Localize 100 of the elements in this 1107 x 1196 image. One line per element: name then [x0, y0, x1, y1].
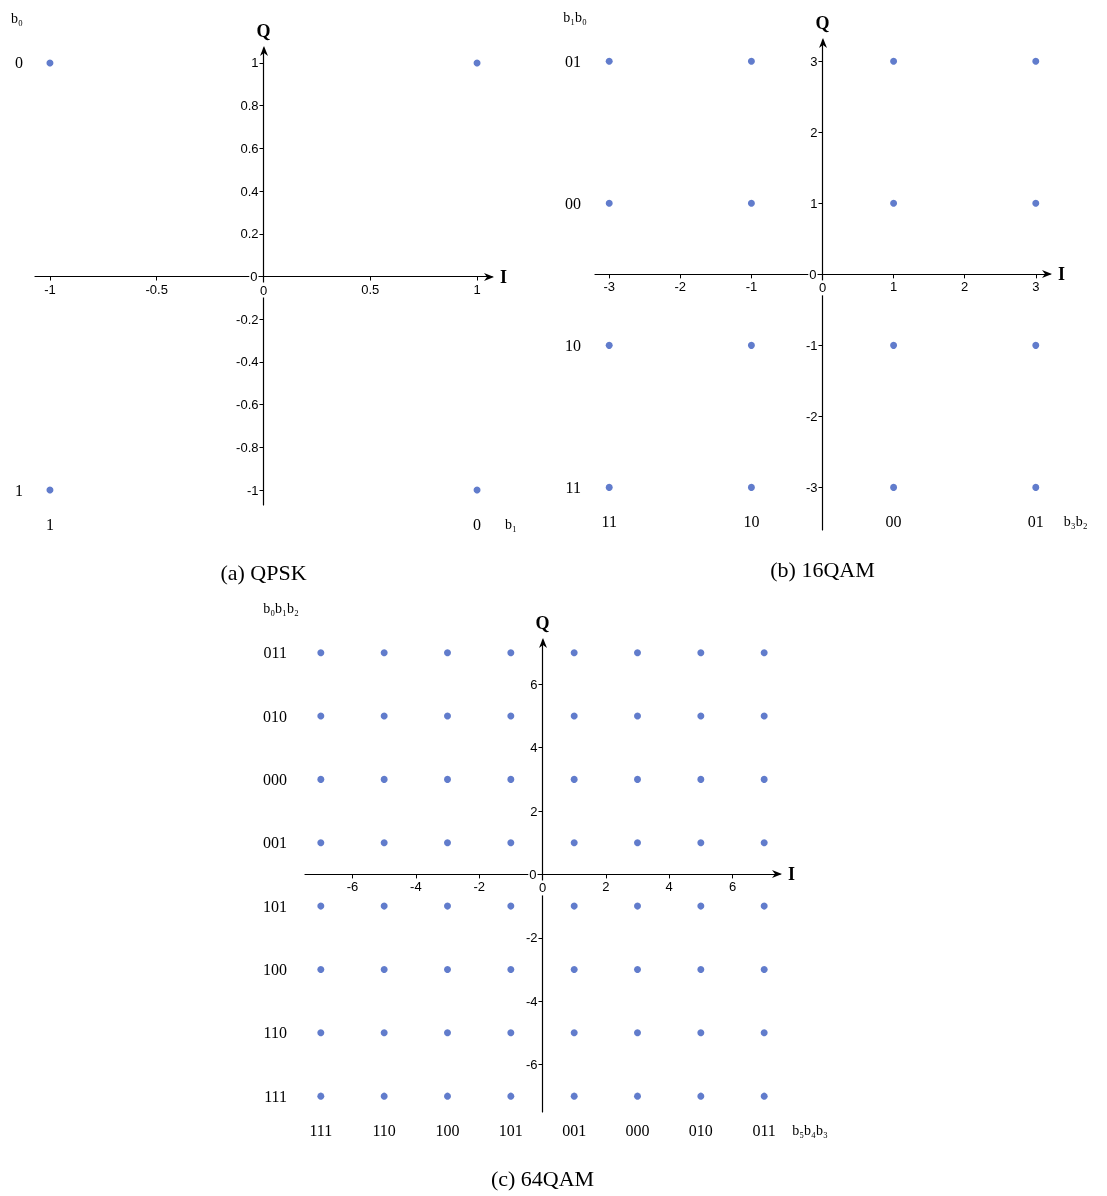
y-tick-label: -4 [525, 993, 538, 1009]
y-tick-label: -0.8 [236, 439, 259, 455]
point [747, 199, 755, 207]
annotation: 00 [885, 512, 902, 530]
text: 010 [263, 707, 287, 725]
y-tick-label: -1 [246, 482, 259, 498]
y-tick-label: -2 [805, 408, 818, 424]
text: 011 [752, 1121, 776, 1139]
y-tick-label: 2 [530, 803, 538, 819]
y-tick-label: 0 [529, 866, 537, 882]
y-tick-label: -0.4 [236, 354, 259, 370]
y-axis-title: Q [256, 21, 271, 41]
text: (c) 64QAM [490, 1165, 595, 1191]
y-tick-label: 0.2 [240, 226, 259, 242]
x-tick-label: -3 [603, 279, 615, 295]
text: 010 [688, 1121, 713, 1139]
text: 0 [15, 54, 23, 72]
text: 110 [263, 1024, 287, 1042]
y-tick-label: 4 [530, 740, 538, 756]
point [747, 341, 755, 349]
x-axis-title: I [788, 864, 796, 885]
y-tick-label: 0 [250, 269, 258, 284]
text: 101 [498, 1121, 523, 1139]
point [1032, 483, 1040, 491]
text: (b) 16QAM [770, 556, 875, 582]
text: 000 [263, 770, 287, 788]
text: 100 [263, 960, 287, 978]
point [890, 483, 898, 491]
x-tick-label: -1 [44, 281, 56, 297]
y-tick-label: 1 [251, 55, 259, 71]
x-tick-label: 2 [602, 879, 610, 895]
x-tick-label: 1 [889, 279, 898, 295]
text: b₃b₂ [1063, 513, 1088, 529]
point [890, 199, 898, 207]
x-tick-label: 0.5 [361, 281, 380, 297]
text: 10 [565, 336, 581, 354]
y-tick-label: -3 [805, 479, 818, 495]
point [747, 57, 755, 65]
x-tick-label: 6 [728, 879, 737, 895]
text: 001 [562, 1121, 587, 1139]
y-tick-label: 0 [809, 266, 817, 282]
y-tick-label: -2 [525, 930, 538, 946]
text: 1 [15, 481, 23, 499]
x-tick-label: -4 [410, 879, 422, 895]
x-tick-label: 2 [961, 279, 969, 295]
x-tick-label: -2 [473, 879, 485, 895]
x-tick-label: 1 [473, 281, 481, 297]
x-tick-label: -0.5 [145, 281, 168, 297]
x-tick-label: 4 [665, 879, 673, 895]
y-tick-label: -6 [525, 1056, 538, 1072]
text: 110 [372, 1121, 396, 1139]
point [605, 483, 613, 491]
y-tick-label: 0.8 [240, 98, 259, 114]
y-tick-label: 0.4 [240, 183, 259, 199]
text: b₁ [505, 516, 517, 532]
y-tick-label: 6 [530, 676, 538, 692]
y-axis-title: Q [535, 613, 550, 633]
text: 000 [625, 1121, 650, 1139]
y-tick-label: -1 [805, 337, 818, 353]
x-tick-label: -2 [674, 279, 687, 295]
y-tick-label: -0.2 [236, 311, 259, 327]
text: 101 [263, 897, 287, 915]
y-tick-label: 2 [810, 124, 818, 140]
text: 011 [263, 644, 287, 662]
point [1032, 199, 1040, 207]
text: 111 [264, 1087, 287, 1105]
text: (a) QPSK [220, 559, 307, 585]
point [605, 341, 613, 349]
point [1032, 341, 1040, 349]
text: b₁b₀ [563, 9, 587, 25]
text: b₅b₄b₃ [792, 1122, 828, 1138]
y-tick-label: 3 [810, 53, 818, 69]
x-axis-title: I [500, 266, 508, 287]
point [890, 57, 898, 65]
text: 001 [263, 834, 287, 852]
text: 0 [473, 515, 482, 533]
x-tick-label: -1 [745, 279, 758, 295]
point [605, 57, 613, 65]
text: b₀b₁b₂ [263, 601, 299, 617]
annotation: 01 [1027, 512, 1044, 530]
point [747, 483, 755, 491]
x-axis-title: I [1058, 264, 1066, 285]
annotation: 10 [743, 512, 760, 530]
point [1032, 57, 1040, 65]
y-tick-label: 0.6 [240, 140, 259, 156]
text: 00 [565, 194, 581, 212]
y-tick-label: -0.6 [236, 397, 259, 413]
text: b₀ [11, 11, 24, 27]
text: 01 [565, 52, 581, 70]
annotation: 11 [601, 512, 617, 530]
point [605, 199, 613, 207]
y-axis-title: Q [815, 13, 830, 33]
text: 100 [435, 1121, 460, 1139]
x-tick-label: -6 [346, 879, 359, 895]
y-tick-label: 1 [810, 195, 818, 211]
text: 1 [45, 515, 54, 533]
point [890, 341, 898, 349]
text: 11 [565, 478, 581, 496]
x-tick-label: 3 [1032, 279, 1040, 295]
text: 111 [309, 1121, 333, 1139]
